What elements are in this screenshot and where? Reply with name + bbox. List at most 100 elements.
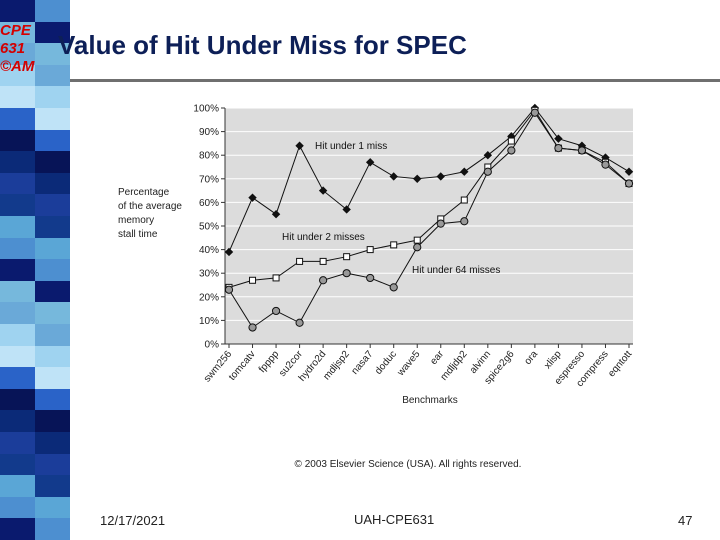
- strip-block: [35, 496, 70, 519]
- logo-line-2: 631: [0, 40, 26, 57]
- strip-block: [35, 475, 70, 497]
- point-hit-under-1-miss: [413, 174, 422, 184]
- series-annotation: Hit under 64 misses: [412, 265, 500, 276]
- strip-block: [0, 518, 35, 540]
- strip-block: [35, 43, 70, 65]
- point-hit-under-2-misses: [319, 257, 327, 265]
- y-axis-label-line: memory: [118, 215, 154, 226]
- point-hit-under-1-miss: [624, 167, 634, 176]
- x-tick-label: ora: [522, 349, 540, 367]
- strip-block: [0, 496, 35, 519]
- strip-block: [0, 194, 35, 216]
- strip-block: [0, 475, 35, 497]
- strip-block: [0, 108, 35, 130]
- strip-block: [0, 432, 35, 454]
- strip-block: [35, 432, 70, 454]
- strip-block: [35, 302, 70, 324]
- page-number: 47: [678, 513, 693, 528]
- point-hit-under-64-misses: [624, 179, 634, 188]
- strip-block: [0, 21, 35, 44]
- point-hit-under-64-misses: [507, 146, 516, 155]
- point-hit-under-64-misses: [577, 146, 587, 155]
- strip-block: [0, 172, 35, 195]
- point-hit-under-2-misses: [343, 253, 351, 261]
- strip-block: [0, 388, 35, 411]
- strip-block: [35, 0, 70, 22]
- point-hit-under-1-miss: [365, 158, 375, 167]
- point-hit-under-1-miss: [295, 141, 304, 150]
- y-tick-label: 20%: [199, 292, 219, 303]
- point-hit-under-64-misses: [460, 217, 469, 226]
- x-tick-label: eqntott: [606, 349, 634, 380]
- strip-block: [35, 518, 70, 540]
- strip-block: [0, 43, 35, 65]
- x-tick-label: ear: [428, 348, 446, 367]
- y-tick-label: 40%: [199, 245, 219, 256]
- series-line-diamond: [228, 107, 630, 253]
- point-hit-under-1-miss: [248, 193, 257, 202]
- strip-block: [0, 237, 35, 260]
- strip-block: [35, 259, 70, 281]
- y-tick-label: 60%: [199, 198, 219, 209]
- series-annotation: Hit under 2 misses: [282, 232, 365, 243]
- hit-under-miss-chart: 0% 10% 20% 30% 40% 50% 60% 70% 80% 90% 100% Percen…: [118, 104, 634, 471]
- y-tick-label: 80%: [199, 151, 219, 162]
- point-hit-under-1-miss: [483, 150, 493, 160]
- strip-block: [0, 367, 35, 389]
- footer-course: UAH-CPE631: [354, 512, 435, 527]
- strip-block: [0, 151, 35, 173]
- point-hit-under-1-miss: [318, 186, 328, 195]
- strip-block: [0, 302, 35, 324]
- point-hit-under-64-misses: [530, 108, 539, 117]
- logo-line-1: CPE: [0, 22, 31, 39]
- y-tick-label: 70%: [199, 174, 219, 185]
- point-hit-under-64-misses: [389, 283, 398, 292]
- series-annotation: Hit under 1 miss: [315, 141, 387, 152]
- title-divider: [70, 79, 720, 82]
- strip-block: [0, 64, 35, 87]
- point-hit-under-2-misses: [249, 276, 257, 284]
- strip-block: [35, 345, 70, 368]
- strip-block: [0, 216, 35, 238]
- point-hit-under-1-miss: [271, 209, 281, 219]
- point-hit-under-2-misses: [366, 246, 374, 254]
- point-hit-under-1-miss: [460, 167, 469, 176]
- y-axis-label-line: stall time: [118, 229, 158, 240]
- strip-block: [35, 410, 70, 432]
- point-hit-under-2-misses: [507, 137, 515, 145]
- strip-block: [35, 216, 70, 238]
- y-tick-label: 0%: [205, 340, 220, 351]
- point-hit-under-1-miss: [224, 247, 234, 257]
- strip-block: [35, 324, 70, 346]
- point-hit-under-64-misses: [413, 243, 422, 252]
- point-hit-under-1-miss: [436, 172, 445, 181]
- point-hit-under-2-misses: [296, 257, 304, 265]
- strip-block: [0, 129, 35, 152]
- strip-block: [0, 86, 35, 108]
- point-hit-under-64-misses: [342, 269, 351, 278]
- decorative-side-strip: [0, 0, 70, 540]
- strip-block: [35, 194, 70, 216]
- strip-block: [35, 151, 70, 173]
- copyright-text: © 2003 Elsevier Science (USA). All right…: [295, 459, 522, 470]
- x-axis-label: Benchmarks: [402, 395, 458, 406]
- y-tick-label: 30%: [199, 269, 219, 280]
- point-hit-under-64-misses: [271, 306, 281, 316]
- point-hit-under-64-misses: [248, 323, 257, 332]
- footer-date: 12/17/2021: [100, 513, 166, 528]
- point-hit-under-2-misses: [390, 241, 398, 249]
- strip-block: [35, 237, 70, 260]
- point-hit-under-64-misses: [366, 273, 375, 283]
- x-tick-label: nasa7: [350, 349, 376, 377]
- strip-block: [35, 172, 70, 195]
- strip-block: [35, 388, 70, 411]
- strip-block: [35, 86, 70, 108]
- x-tick-label: wave5: [395, 349, 423, 379]
- strip-block: [0, 410, 35, 432]
- strip-block: [0, 280, 35, 303]
- course-logo: CPE 631 ©AM: [0, 22, 60, 76]
- x-tick-label: doduc: [373, 349, 399, 377]
- point-hit-under-64-misses: [601, 160, 610, 169]
- point-hit-under-1-miss: [554, 134, 563, 143]
- strip-block: [0, 259, 35, 281]
